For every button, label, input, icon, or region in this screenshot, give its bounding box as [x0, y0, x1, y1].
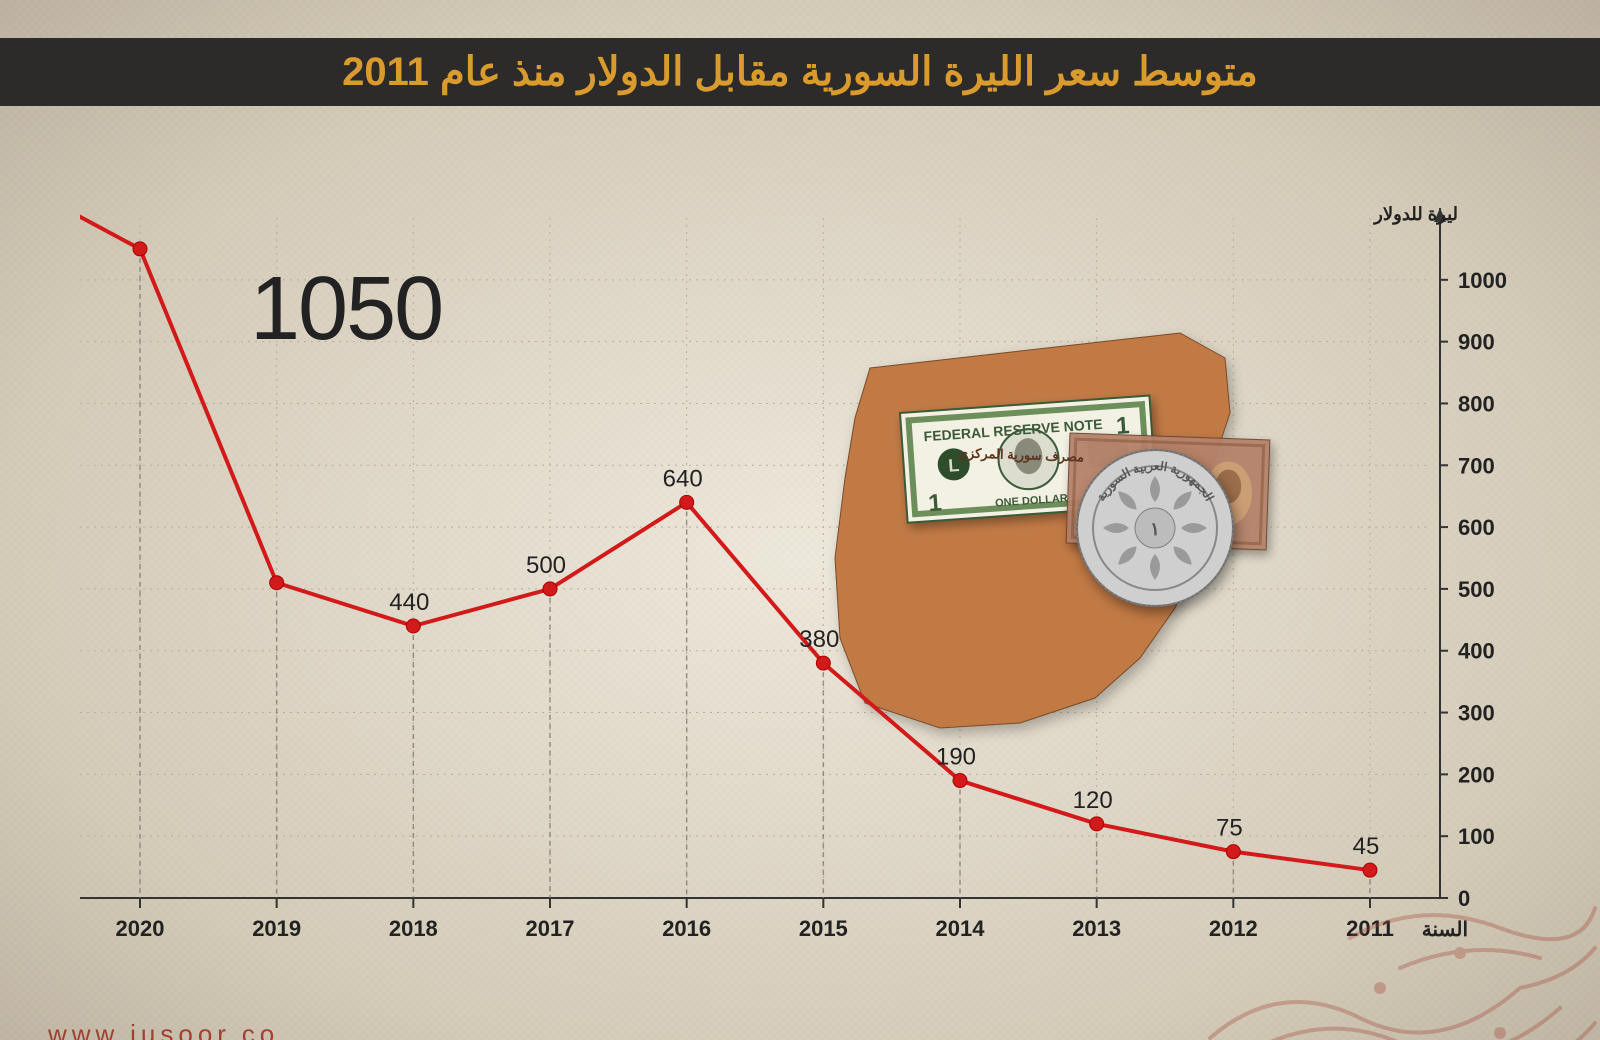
- svg-text:2019: 2019: [252, 916, 301, 941]
- svg-text:45: 45: [1353, 833, 1380, 860]
- svg-text:2016: 2016: [662, 916, 711, 941]
- svg-text:900: 900: [1458, 330, 1495, 355]
- svg-text:100: 100: [1458, 824, 1495, 849]
- highlighted-value: 1050: [250, 258, 442, 361]
- svg-text:2011: 2011: [1346, 916, 1394, 941]
- page-title: متوسط سعر الليرة السورية مقابل الدولار م…: [342, 49, 1258, 95]
- svg-text:600: 600: [1458, 515, 1495, 540]
- svg-text:السنة: السنة: [1422, 919, 1468, 941]
- illustration: FEDERAL RESERVE NOTE11LONE DOLLARمصرف سو…: [835, 333, 1270, 728]
- svg-text:800: 800: [1458, 391, 1495, 416]
- svg-text:75: 75: [1216, 815, 1243, 842]
- svg-text:500: 500: [1458, 577, 1495, 602]
- svg-text:700: 700: [1458, 453, 1495, 478]
- footer-url: www.jusoor.co: [48, 1019, 279, 1040]
- svg-text:1: 1: [927, 489, 942, 517]
- svg-text:190: 190: [936, 744, 976, 771]
- title-bar: متوسط سعر الليرة السورية مقابل الدولار م…: [0, 38, 1600, 106]
- svg-text:2015: 2015: [799, 916, 848, 941]
- svg-text:400: 400: [1458, 639, 1495, 664]
- svg-text:2012: 2012: [1209, 916, 1258, 941]
- svg-text:ليرة للدولار: ليرة للدولار: [1372, 204, 1458, 225]
- svg-text:440: 440: [389, 589, 429, 616]
- svg-text:2014: 2014: [936, 916, 986, 941]
- svg-text:1000: 1000: [1458, 268, 1507, 293]
- chart-area: 0 100 200 300 400 500 600 700 800 900 1000 ليرة للد…: [80, 198, 1520, 978]
- svg-text:380: 380: [799, 626, 839, 653]
- svg-text:300: 300: [1458, 701, 1495, 726]
- svg-text:2020: 2020: [116, 916, 165, 941]
- svg-text:2017: 2017: [526, 916, 575, 941]
- svg-text:500: 500: [526, 552, 566, 579]
- svg-text:0: 0: [1458, 886, 1470, 911]
- svg-text:2018: 2018: [389, 916, 438, 941]
- svg-text:2013: 2013: [1072, 916, 1121, 941]
- svg-text:640: 640: [663, 465, 703, 492]
- svg-text:١: ١: [1150, 519, 1160, 539]
- svg-text:200: 200: [1458, 762, 1495, 787]
- svg-text:120: 120: [1073, 787, 1113, 814]
